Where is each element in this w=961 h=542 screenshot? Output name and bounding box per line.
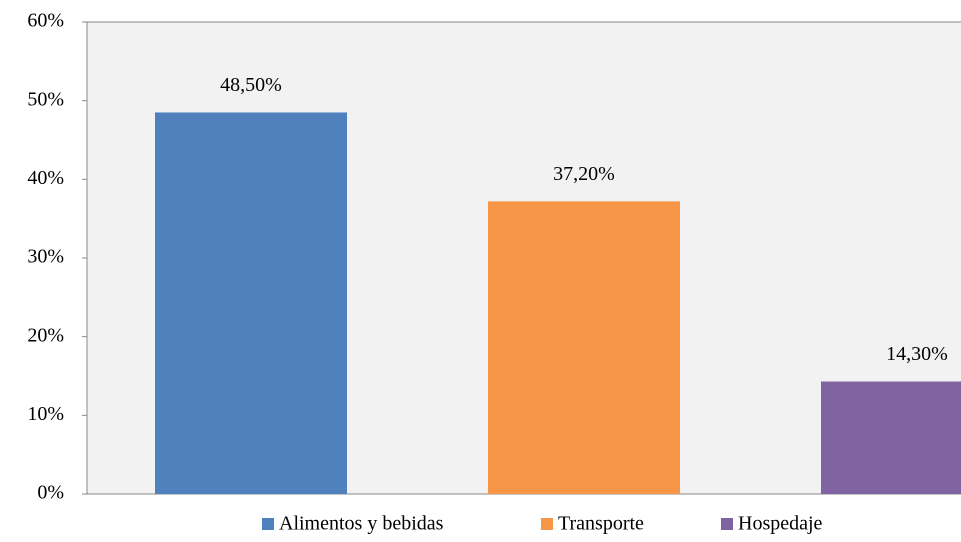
legend-label: Alimentos y bebidas bbox=[279, 513, 444, 535]
bar bbox=[155, 112, 347, 494]
bar bbox=[488, 201, 680, 495]
legend-swatch bbox=[262, 518, 274, 530]
y-tick-label: 0% bbox=[37, 482, 64, 504]
legend-swatch bbox=[541, 518, 553, 530]
y-tick-label: 60% bbox=[27, 10, 64, 32]
y-tick-label: 30% bbox=[27, 246, 64, 268]
legend-swatch bbox=[721, 518, 733, 530]
y-tick-label: 10% bbox=[27, 403, 64, 425]
value-label: 14,30% bbox=[886, 343, 948, 365]
y-tick-label: 50% bbox=[27, 88, 64, 110]
y-tick-label: 40% bbox=[27, 167, 64, 189]
legend-label: Hospedaje bbox=[738, 513, 823, 535]
value-label: 37,20% bbox=[553, 163, 615, 185]
legend-label: Transporte bbox=[558, 513, 644, 535]
y-tick-label: 20% bbox=[27, 324, 64, 346]
bar bbox=[821, 381, 961, 494]
value-label: 48,50% bbox=[220, 74, 282, 96]
